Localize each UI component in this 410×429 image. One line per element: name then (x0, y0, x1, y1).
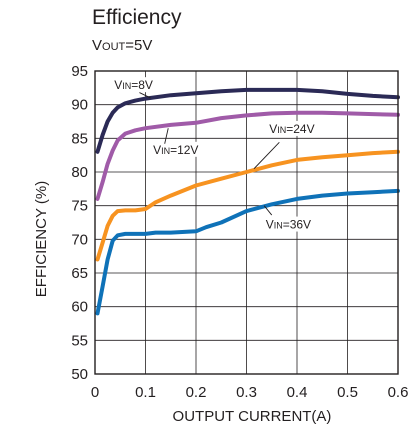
x-axis-label: OUTPUT CURRENT(A) (173, 408, 332, 425)
y-tick-label: 70 (71, 231, 88, 248)
series-label: VIN=36V (266, 218, 311, 232)
series-labels: VIN=8V VIN=12V VIN=24V VIN=36V (112, 77, 320, 232)
series-label-leader (253, 142, 280, 169)
subtitle-value: =5V (125, 37, 153, 54)
y-tick-label: 85 (71, 130, 88, 147)
series-label: VIN=12V (153, 143, 198, 157)
y-tick-label: 90 (71, 97, 88, 114)
series-line (95, 110, 400, 201)
y-tick-label: 55 (71, 332, 88, 349)
series-label-leader (263, 205, 273, 216)
y-tick-label: 95 (71, 63, 88, 80)
x-tick-label: 0.6 (388, 384, 409, 401)
chart-title: Efficiency (92, 6, 182, 29)
x-tick-label: 0.1 (135, 384, 156, 401)
series-line (95, 188, 400, 316)
tick-labels: 0 0.1 0.2 0.3 0.4 0.5 0.6 50 55 60 65 70 75 80 85 90 95 (71, 63, 408, 401)
y-tick-label: 75 (71, 198, 88, 215)
series-label-bg (112, 77, 165, 93)
series-label-bg (151, 141, 204, 157)
x-tick-label: 0 (91, 384, 99, 401)
x-tick-label: 0.3 (236, 384, 257, 401)
series-label-bg (267, 120, 320, 136)
series-label-leader (139, 92, 151, 99)
plot-frame (94, 70, 399, 375)
series-label-leader (164, 128, 169, 144)
subtitle-subscript: OUT (102, 41, 126, 53)
subtitle-symbol: V (92, 37, 103, 54)
series-label-bg (263, 216, 316, 232)
y-tick-label: 60 (71, 299, 88, 316)
y-axis-label: EFFICIENCY (%) (33, 181, 50, 297)
chart-subtitle: VOUT=5V (92, 37, 152, 54)
x-tick-label: 0.4 (287, 384, 308, 401)
series-line (95, 87, 400, 154)
y-tick-label: 80 (71, 164, 88, 181)
series-label: VIN=8V (114, 78, 153, 92)
x-tick-label: 0.5 (337, 384, 358, 401)
y-tick-label: 65 (71, 265, 88, 282)
grid (95, 71, 398, 374)
series-label: VIN=24V (269, 122, 314, 136)
series-line (95, 149, 400, 262)
x-tick-label: 0.2 (186, 384, 207, 401)
y-tick-label: 50 (71, 366, 88, 383)
series-lines (95, 87, 400, 316)
